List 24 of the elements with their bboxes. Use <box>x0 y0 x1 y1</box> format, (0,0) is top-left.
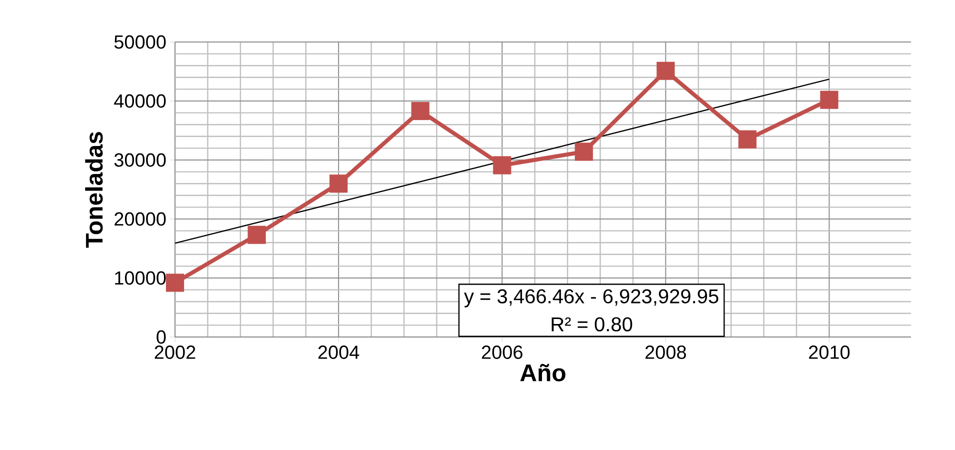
y-tick-label: 20000 <box>114 212 166 226</box>
point <box>248 226 266 244</box>
y-tick-label: 0 <box>156 330 166 344</box>
y-tick-label: 10000 <box>115 271 166 285</box>
x-tick-label: 2006 <box>482 346 522 359</box>
x-tick-label: 2004 <box>318 346 360 359</box>
x-tick-label: 2002 <box>154 346 196 359</box>
point <box>166 274 184 292</box>
point <box>738 130 756 148</box>
y-tick-label: 50000 <box>114 35 166 49</box>
y-tick-label: 40000 <box>114 94 166 108</box>
point <box>329 174 348 193</box>
point <box>820 90 838 109</box>
point <box>493 156 512 174</box>
annotation: R² = 0.80 <box>552 317 632 332</box>
y-tick-label: 30000 <box>114 153 166 167</box>
point <box>411 102 430 120</box>
annotation: y = 3,466.46x - 6,923,929.95 <box>464 289 718 308</box>
x-axis-title: Año <box>520 364 566 382</box>
point <box>574 142 593 161</box>
point <box>656 62 675 80</box>
x-tick-label: 2010 <box>809 346 850 359</box>
y-axis-title: Toneladas <box>85 132 103 248</box>
x-tick-label: 2008 <box>645 346 686 359</box>
